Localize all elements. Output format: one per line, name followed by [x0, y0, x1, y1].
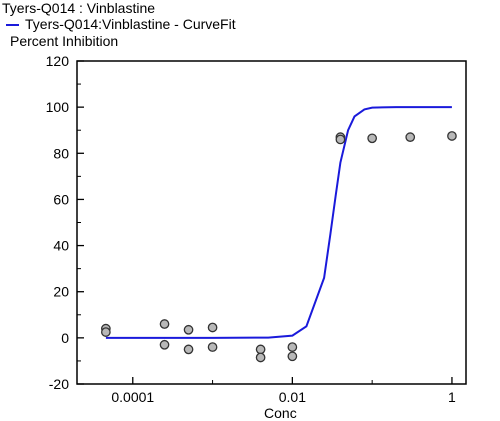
data-point: [287, 342, 298, 352]
data-point: [101, 327, 111, 337]
x-tick-label: 0.01: [279, 389, 306, 405]
data-point: [367, 133, 378, 144]
data-point: [335, 134, 346, 145]
data-point: [183, 324, 194, 335]
data-point: [207, 342, 218, 352]
data-point: [447, 131, 457, 141]
plot-frame: [76, 60, 467, 385]
x-axis-label: Conc: [264, 405, 297, 421]
y-axis-label: Percent Inhibition: [10, 33, 119, 49]
data-point: [255, 352, 266, 363]
chart-legend: Tyers-Q014:Vinblastine - CurveFit: [6, 16, 236, 33]
y-tick-label: 40: [53, 238, 69, 254]
curvefit-line: [105, 106, 452, 339]
data-point: [405, 132, 416, 142]
data-point: [207, 322, 218, 333]
data-point: [159, 319, 170, 329]
y-tick-label: 100: [46, 99, 70, 115]
legend-entry-curvefit: Tyers-Q014:Vinblastine - CurveFit: [25, 16, 236, 32]
y-tick-label: -20: [49, 376, 69, 392]
y-tick-label: 80: [53, 145, 69, 161]
y-tick-label: 60: [53, 191, 69, 207]
x-tick-label: 1: [448, 389, 456, 405]
data-point: [255, 344, 266, 355]
y-tick-label: 0: [61, 330, 69, 346]
chart-title: Tyers-Q014 : Vinblastine: [2, 0, 156, 16]
data-point: [159, 339, 170, 350]
y-tick-label: 120: [46, 53, 70, 69]
data-point: [183, 344, 194, 355]
x-tick-label: 0.0001: [111, 389, 154, 405]
y-tick-label: 20: [53, 284, 69, 300]
legend-line-swatch: [6, 23, 19, 26]
data-point: [287, 351, 298, 362]
